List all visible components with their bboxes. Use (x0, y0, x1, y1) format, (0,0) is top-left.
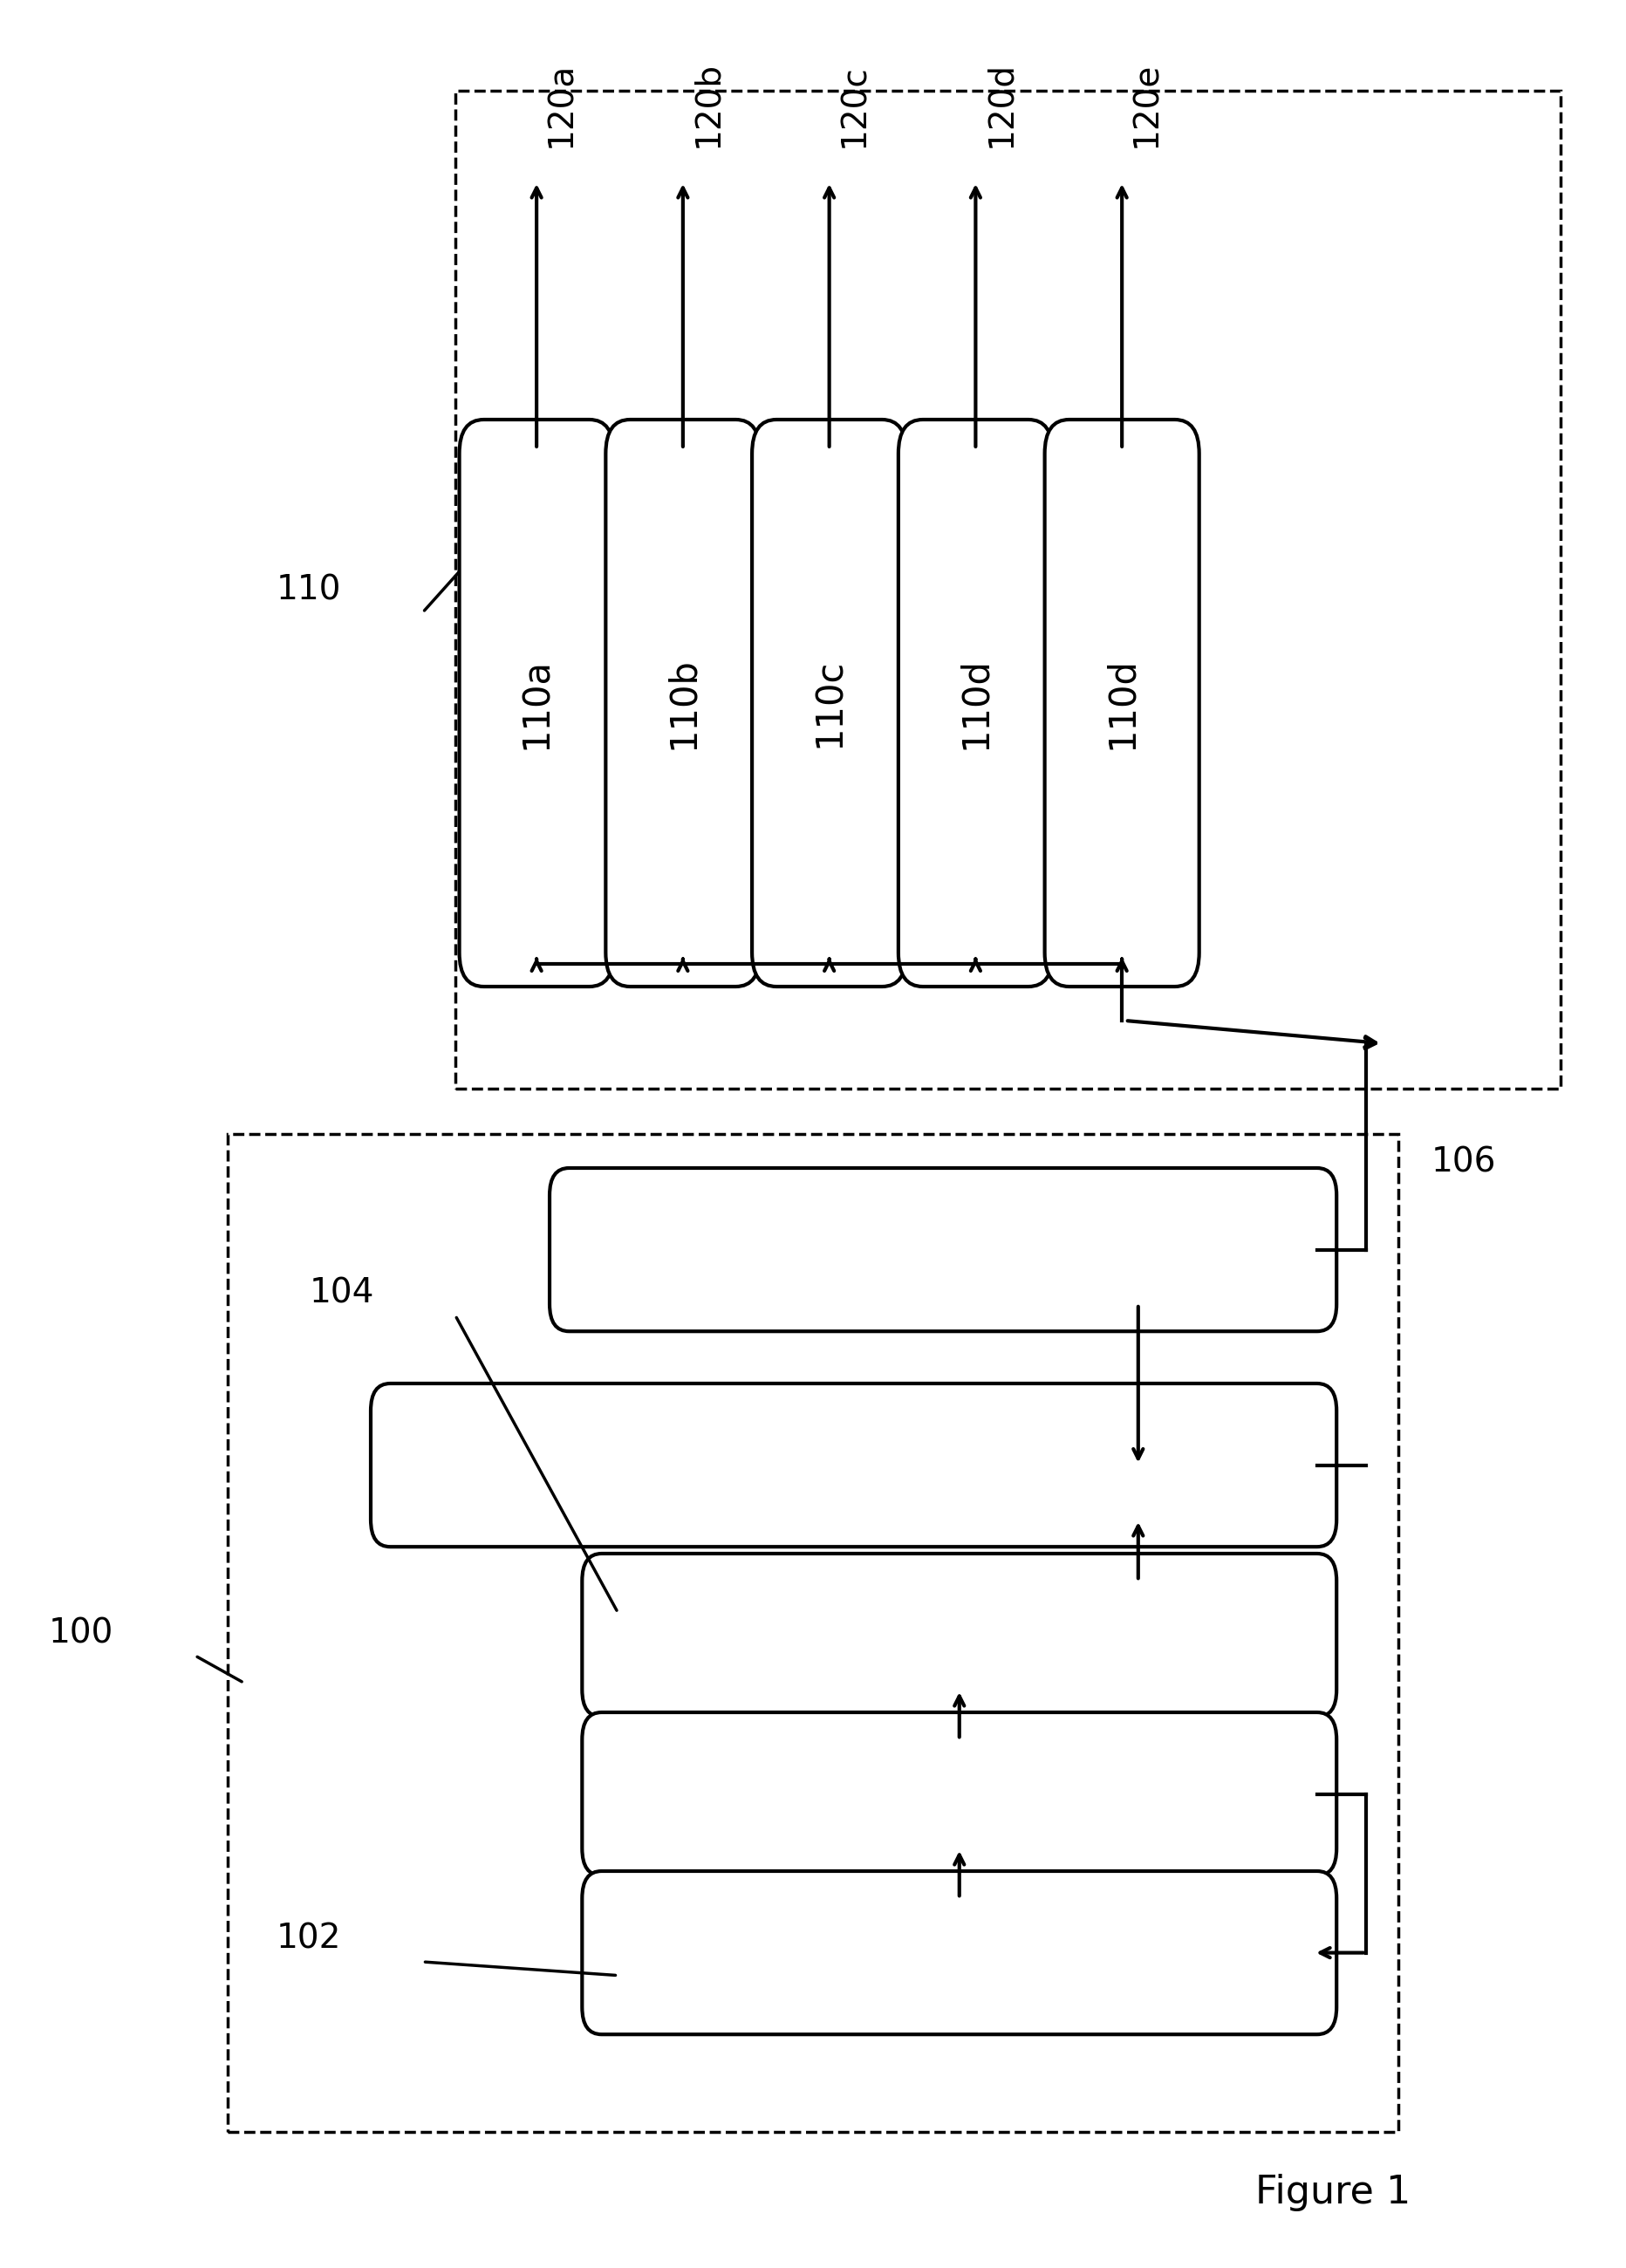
FancyBboxPatch shape (550, 1168, 1337, 1331)
Text: 110a: 110a (519, 658, 554, 748)
FancyBboxPatch shape (371, 1383, 1337, 1547)
Text: 100: 100 (49, 1617, 114, 1649)
Text: 104: 104 (309, 1277, 374, 1309)
Text: 110d: 110d (1104, 658, 1140, 748)
FancyBboxPatch shape (582, 1871, 1337, 2034)
Text: 110c: 110c (811, 658, 847, 748)
FancyBboxPatch shape (605, 420, 759, 987)
FancyBboxPatch shape (751, 420, 907, 987)
FancyBboxPatch shape (582, 1554, 1337, 1717)
Text: 120c: 120c (837, 64, 870, 147)
Text: 110d: 110d (958, 658, 993, 748)
Text: 106: 106 (1431, 1145, 1496, 1179)
Text: 120b: 120b (691, 61, 724, 147)
FancyBboxPatch shape (459, 420, 613, 987)
FancyBboxPatch shape (582, 1712, 1337, 1876)
Text: Figure 1: Figure 1 (1255, 2173, 1411, 2211)
FancyBboxPatch shape (898, 420, 1052, 987)
Text: 120a: 120a (545, 61, 577, 147)
Text: 102: 102 (276, 1923, 341, 1955)
Text: 110: 110 (276, 574, 341, 606)
Text: 110b: 110b (665, 658, 701, 748)
FancyBboxPatch shape (1044, 420, 1198, 987)
Text: 120e: 120e (1130, 61, 1163, 147)
Text: 120d: 120d (984, 61, 1016, 147)
